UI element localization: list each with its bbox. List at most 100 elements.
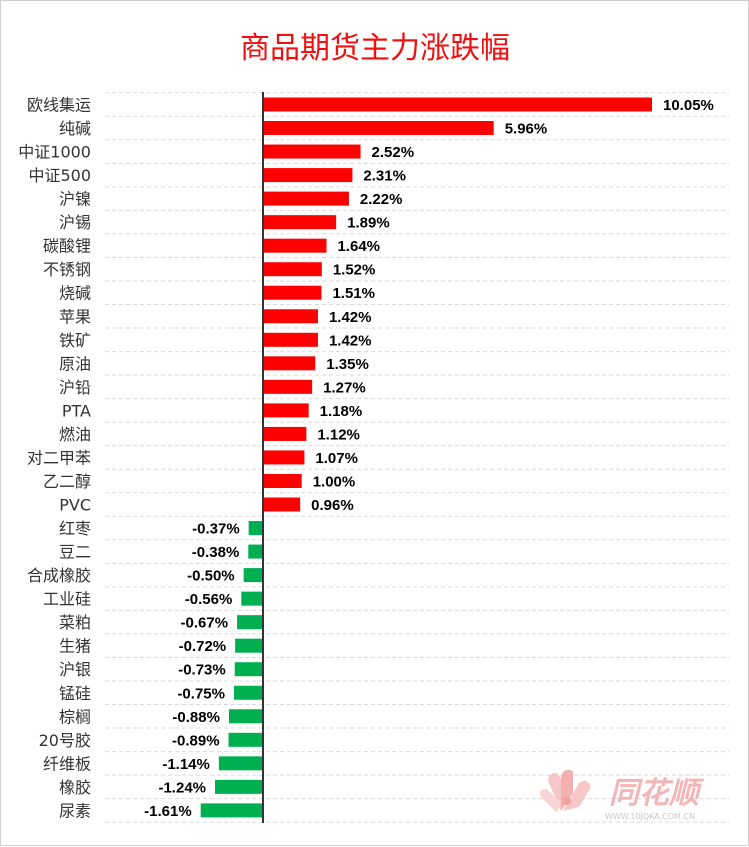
bar-13 bbox=[263, 379, 313, 394]
category-label: 沪锡 bbox=[59, 213, 91, 232]
bar-26 bbox=[233, 685, 263, 700]
category-label: 尿素 bbox=[59, 801, 91, 820]
category-label: 沪铅 bbox=[59, 378, 91, 397]
value-label: -0.73% bbox=[178, 662, 226, 679]
category-label: 20号胶 bbox=[39, 731, 91, 750]
value-label: 1.52% bbox=[333, 262, 376, 279]
bar-2 bbox=[263, 121, 494, 136]
flower-logo-icon bbox=[539, 769, 591, 813]
category-label: 碳酸锂 bbox=[43, 237, 91, 256]
bar-15 bbox=[263, 426, 307, 441]
bar-1 bbox=[263, 97, 652, 112]
value-label: -1.61% bbox=[144, 803, 192, 820]
bar-6 bbox=[263, 215, 337, 230]
bar-12 bbox=[263, 356, 316, 371]
category-label: 对二甲苯 bbox=[27, 448, 91, 467]
bar-5 bbox=[263, 191, 349, 206]
value-label: -0.75% bbox=[177, 685, 225, 702]
value-label: 1.89% bbox=[347, 215, 390, 232]
category-label: 红枣 bbox=[59, 519, 91, 538]
value-label: -0.37% bbox=[192, 521, 240, 538]
bar-22 bbox=[241, 591, 263, 606]
bar-19 bbox=[248, 521, 263, 536]
category-label: 燃油 bbox=[59, 425, 91, 444]
bar-11 bbox=[263, 332, 318, 347]
value-labels: 10.05% 5.96% 2.52% 2.31% 2.22% 1.89% 1.64% 1.52… bbox=[144, 97, 714, 820]
value-label: -0.88% bbox=[172, 709, 220, 726]
category-label: 铁矿 bbox=[59, 331, 91, 350]
bar-29 bbox=[218, 756, 263, 771]
category-label: 欧线集运 bbox=[27, 96, 91, 115]
value-label: 1.42% bbox=[329, 309, 372, 326]
bar-9 bbox=[263, 285, 322, 300]
bar-3 bbox=[263, 144, 361, 159]
value-label: -0.67% bbox=[181, 615, 229, 632]
bar-27 bbox=[228, 709, 263, 724]
value-label: -1.14% bbox=[162, 756, 210, 773]
bars bbox=[200, 97, 652, 818]
bar-20 bbox=[248, 544, 263, 559]
bar-10 bbox=[263, 309, 318, 324]
category-label: 合成橡胶 bbox=[27, 566, 91, 585]
category-label: 沪银 bbox=[59, 660, 91, 679]
category-label: 沪镍 bbox=[59, 190, 91, 209]
value-label: 1.00% bbox=[313, 473, 356, 490]
category-label: 菜粕 bbox=[59, 613, 91, 632]
value-label: 1.42% bbox=[329, 332, 372, 349]
watermark: 同花顺 WWW.10JQKA.COM.CN bbox=[539, 769, 705, 821]
bar-25 bbox=[234, 662, 263, 677]
category-label: 乙二醇 bbox=[43, 472, 91, 491]
value-label: 1.12% bbox=[317, 426, 360, 443]
category-label: 纯碱 bbox=[59, 119, 91, 138]
category-label: 橡胶 bbox=[59, 778, 91, 797]
value-label: 2.22% bbox=[360, 191, 403, 208]
value-label: -0.38% bbox=[192, 544, 240, 561]
value-label: -0.89% bbox=[172, 732, 220, 749]
value-label: 1.18% bbox=[320, 403, 363, 420]
category-label: 工业硅 bbox=[43, 590, 91, 609]
category-label: 苹果 bbox=[59, 307, 91, 326]
value-label: 1.07% bbox=[315, 450, 358, 467]
bar-16 bbox=[263, 450, 305, 465]
value-label: 1.64% bbox=[337, 238, 380, 255]
bar-24 bbox=[235, 638, 263, 653]
category-label: 中证1000 bbox=[18, 143, 91, 162]
category-label: 棕榈 bbox=[59, 707, 91, 726]
value-label: -0.56% bbox=[185, 591, 233, 608]
value-label: -0.72% bbox=[179, 638, 227, 655]
category-label: PVC bbox=[59, 496, 91, 515]
bar-14 bbox=[263, 403, 309, 418]
value-label: 2.31% bbox=[363, 168, 406, 185]
bar-18 bbox=[263, 497, 301, 512]
value-label: 10.05% bbox=[663, 97, 714, 114]
category-label: 不锈钢 bbox=[43, 260, 91, 279]
bar-31 bbox=[200, 803, 263, 818]
value-label: -1.24% bbox=[158, 779, 206, 796]
bar-28 bbox=[228, 732, 263, 747]
gridlines bbox=[105, 92, 729, 823]
bar-21 bbox=[243, 568, 263, 583]
value-label: -0.50% bbox=[187, 568, 235, 585]
category-label: 生猪 bbox=[59, 637, 91, 656]
category-label: 纤维板 bbox=[43, 754, 91, 773]
category-label: 中证500 bbox=[28, 166, 91, 185]
bar-4 bbox=[263, 168, 353, 183]
value-label: 2.52% bbox=[372, 144, 415, 161]
bar-23 bbox=[237, 615, 263, 630]
category-label: PTA bbox=[62, 401, 91, 420]
value-label: 0.96% bbox=[311, 497, 354, 514]
value-label: 1.35% bbox=[326, 356, 369, 373]
value-label: 1.27% bbox=[323, 379, 366, 396]
bar-17 bbox=[263, 473, 302, 488]
value-label: 5.96% bbox=[505, 121, 548, 138]
bar-30 bbox=[215, 779, 263, 794]
category-label: 豆二 bbox=[59, 543, 91, 562]
watermark-url: WWW.10JQKA.COM.CN bbox=[605, 812, 695, 821]
category-label: 烧碱 bbox=[59, 284, 91, 303]
chart-title: 商品期货主力涨跌幅 bbox=[240, 31, 510, 66]
category-label: 原油 bbox=[59, 354, 91, 373]
category-label: 锰硅 bbox=[59, 684, 91, 703]
